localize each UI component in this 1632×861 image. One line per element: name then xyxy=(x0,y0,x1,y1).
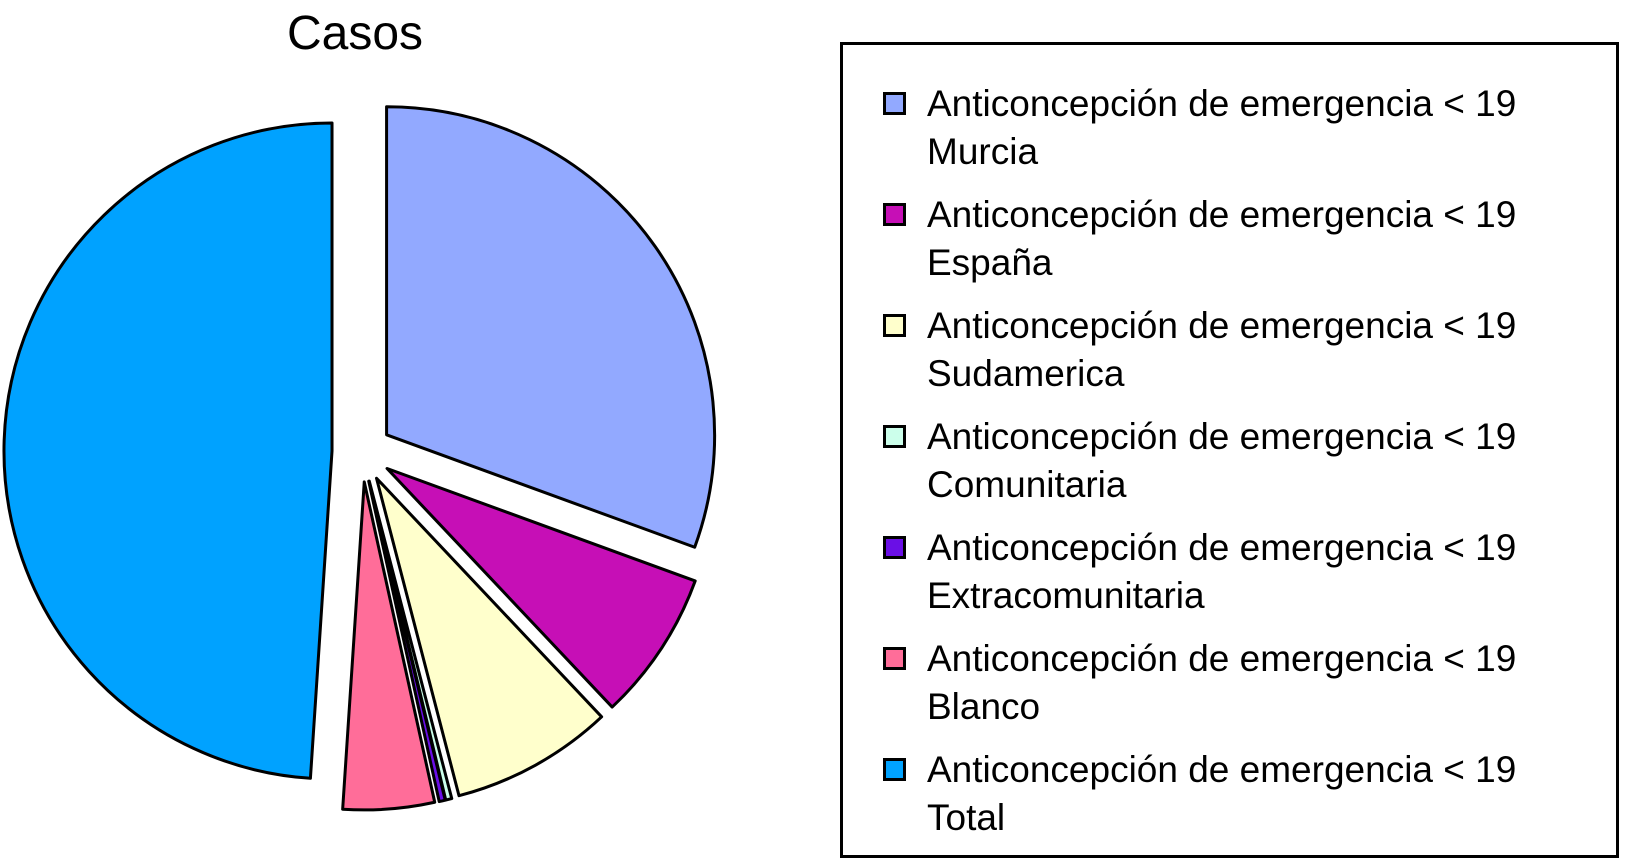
legend-swatch-comunitaria xyxy=(883,425,906,448)
pie-slice-sudamerica xyxy=(375,476,604,798)
legend-label-line1: Anticoncepción de emergencia < 19 xyxy=(927,305,1517,346)
legend-swatch-blanco xyxy=(883,647,906,670)
chart-title: Casos xyxy=(286,7,424,60)
legend-label-line1: Anticoncepción de emergencia < 19 xyxy=(927,749,1517,790)
legend-label-line2: Extracomunitaria xyxy=(927,575,1205,616)
legend-swatch-espana xyxy=(883,203,906,226)
pie-slice-blanco xyxy=(341,480,437,812)
legend-label-total: Anticoncepción de emergencia < 19 Total xyxy=(927,746,1516,842)
chart-legend: Anticoncepción de emergencia < 19 Murcia … xyxy=(840,42,1619,858)
legend-label-sudamerica: Anticoncepción de emergencia < 19 Sudamer… xyxy=(927,302,1516,398)
pie-slice-extracomunitaria xyxy=(367,479,447,804)
legend-label-line1: Anticoncepción de emergencia < 19 xyxy=(927,638,1517,679)
legend-swatch-murcia xyxy=(883,92,906,115)
legend-item-extracomunitaria: Anticoncepción de emergencia < 19 Extraco… xyxy=(883,524,1603,629)
legend-label-line2: Comunitaria xyxy=(927,464,1127,505)
legend-label-line2: Murcia xyxy=(927,131,1039,172)
legend-label-line1: Anticoncepción de emergencia < 19 xyxy=(927,527,1517,568)
legend-label-espana: Anticoncepción de emergencia < 19 España xyxy=(927,191,1516,287)
pie-chart xyxy=(2,105,717,812)
legend-label-line2: Total xyxy=(927,797,1006,838)
legend-item-sudamerica: Anticoncepción de emergencia < 19 Sudamer… xyxy=(883,302,1603,407)
pie-slice-espana xyxy=(385,467,697,709)
legend-label-line2: Blanco xyxy=(927,686,1041,727)
legend-item-comunitaria: Anticoncepción de emergencia < 19 Comunit… xyxy=(883,413,1603,518)
legend-label-blanco: Anticoncepción de emergencia < 19 Blanco xyxy=(927,635,1516,731)
legend-label-murcia: Anticoncepción de emergencia < 19 Murcia xyxy=(927,80,1516,176)
legend-swatch-extracomunitaria xyxy=(883,536,906,559)
legend-label-line2: Sudamerica xyxy=(927,353,1125,394)
legend-label-extracomunitaria: Anticoncepción de emergencia < 19 Extraco… xyxy=(927,524,1516,620)
legend-item-murcia: Anticoncepción de emergencia < 19 Murcia xyxy=(883,80,1603,185)
legend-label-line1: Anticoncepción de emergencia < 19 xyxy=(927,83,1517,124)
legend-label-comunitaria: Anticoncepción de emergencia < 19 Comunit… xyxy=(927,413,1516,509)
legend-label-line1: Anticoncepción de emergencia < 19 xyxy=(927,194,1517,235)
legend-label-line1: Anticoncepción de emergencia < 19 xyxy=(927,416,1517,457)
pie-slice-murcia xyxy=(385,105,717,549)
legend-item-total: Anticoncepción de emergencia < 19 Total xyxy=(883,746,1603,851)
legend-item-blanco: Anticoncepción de emergencia < 19 Blanco xyxy=(883,635,1603,740)
legend-swatch-sudamerica xyxy=(883,314,906,337)
legend-item-espana: Anticoncepción de emergencia < 19 España xyxy=(883,191,1603,296)
legend-swatch-total xyxy=(883,758,906,781)
pie-slice-total xyxy=(2,121,334,780)
legend-label-line2: España xyxy=(927,242,1053,283)
